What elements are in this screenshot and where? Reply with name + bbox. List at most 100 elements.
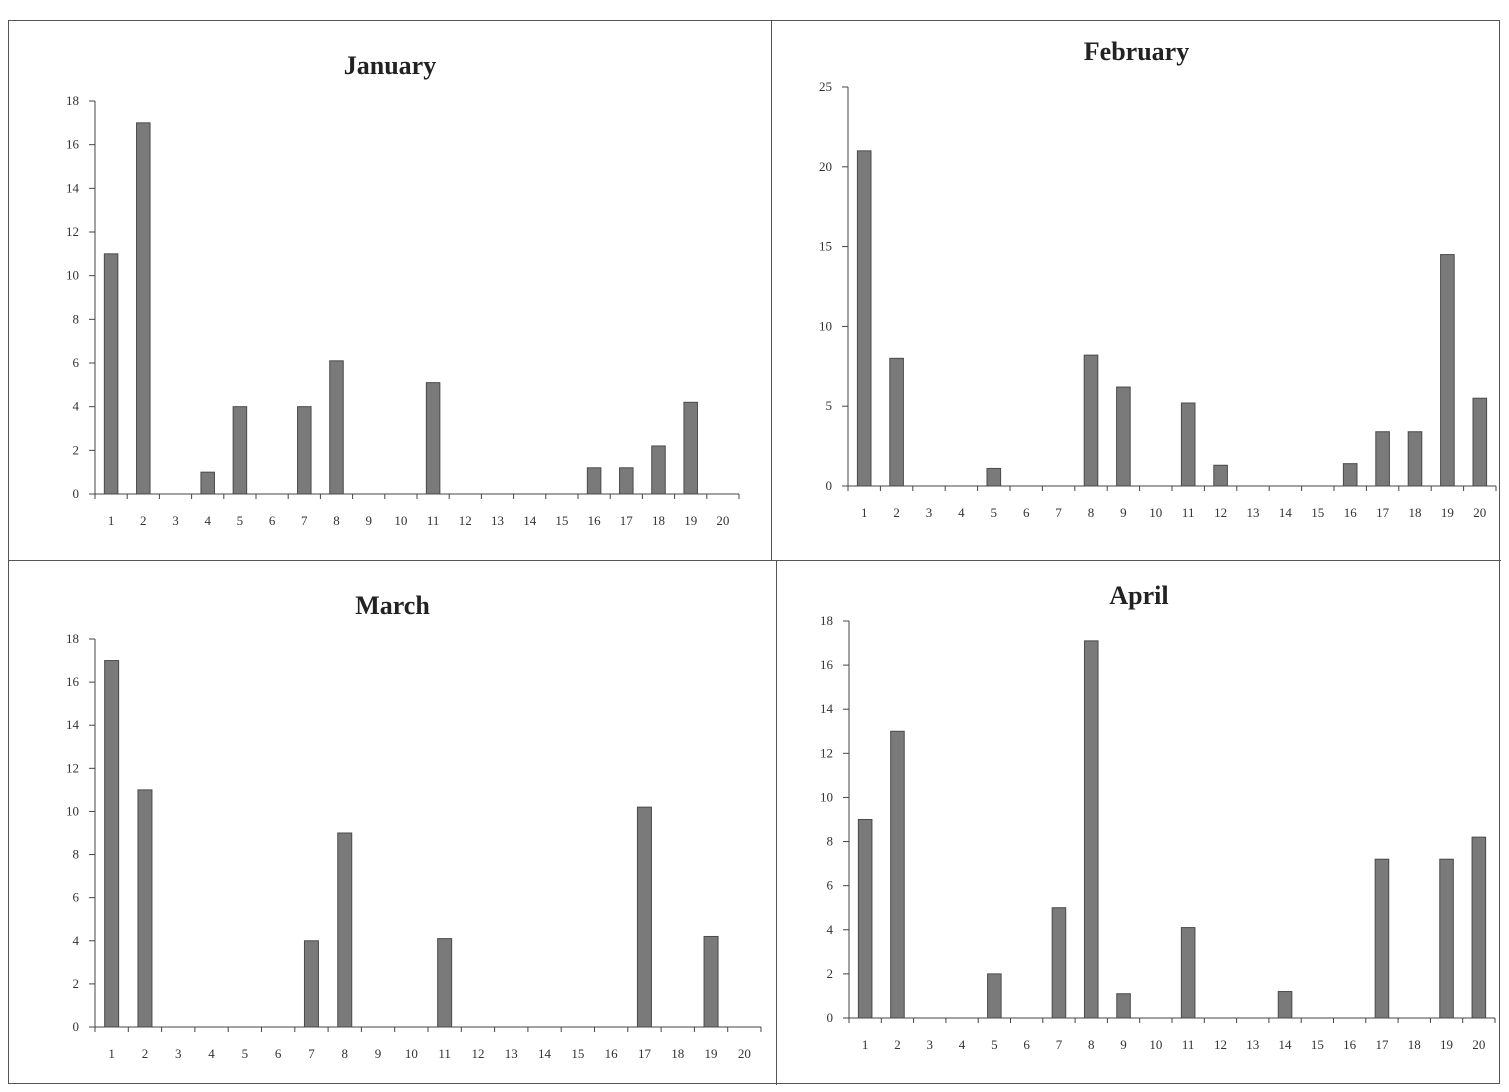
x-tick-label: 9 [1120,505,1127,520]
x-tick-label: 14 [523,513,537,528]
x-tick-label: 7 [301,513,308,528]
x-tick-label: 7 [1055,505,1062,520]
chart-panel-march: March 0 2 4 6 8 10 12 14 16 18 1 2 3 4 5 6 7 8 9 10 11 12 13 14… [9,561,777,1085]
x-tick-label: 13 [1247,505,1260,520]
x-tick-label: 8 [1088,505,1095,520]
bar [329,360,344,495]
x-tick-label: 12 [459,513,472,528]
x-tick-label: 17 [1375,1037,1389,1052]
x-tick-label: 4 [958,505,965,520]
x-tick-label: 15 [571,1046,584,1061]
bar [856,150,872,487]
x-tick-label: 2 [894,1037,901,1052]
y-tick-label: 2 [73,976,80,991]
bar [337,832,353,1028]
y-tick-label: 18 [66,631,79,646]
x-tick-label: 10 [394,513,407,528]
x-tick-label: 6 [269,513,276,528]
x-tick-label: 19 [1440,1037,1453,1052]
y-tick-label: 4 [73,933,80,948]
x-tick-label: 5 [242,1046,249,1061]
bar [636,806,652,1028]
chart-title: February [1083,37,1190,66]
bar [1180,402,1196,487]
y-tick-label: 12 [820,745,833,760]
y-tick-label: 0 [826,478,833,493]
chart-title: April [1109,581,1169,610]
x-tick-label: 4 [204,513,211,528]
bar [137,789,153,1028]
x-tick-label: 20 [738,1046,751,1061]
x-tick-label: 2 [893,505,900,520]
x-tick-label: 19 [684,513,697,528]
x-tick-label: 17 [638,1046,652,1061]
x-tick-label: 8 [333,513,340,528]
x-tick-label: 15 [1311,1037,1324,1052]
x-tick-label: 20 [1472,1037,1485,1052]
bar [1471,836,1487,1019]
y-tick-label: 0 [73,486,80,501]
y-tick-label: 8 [827,834,834,849]
y-tick-label: 0 [827,1010,834,1025]
y-tick-label: 4 [73,399,80,414]
x-tick-label: 15 [555,513,568,528]
x-tick-label: 11 [438,1046,451,1061]
x-tick-label: 10 [405,1046,418,1061]
x-tick-label: 8 [342,1046,349,1061]
x-tick-label: 2 [140,513,147,528]
bar [1116,993,1131,1019]
y-tick-label: 14 [820,701,834,716]
x-tick-label: 2 [142,1046,149,1061]
bar [1116,386,1131,487]
x-tick-label: 18 [1408,1037,1421,1052]
x-tick-label: 3 [175,1046,182,1061]
bar [1440,254,1455,487]
x-tick-label: 3 [927,1037,934,1052]
x-tick-label: 9 [1120,1037,1127,1052]
y-tick-label: 18 [820,613,833,628]
bar [104,660,120,1028]
bar [1472,397,1488,487]
bar [200,471,215,495]
y-tick-label: 12 [66,224,79,239]
y-tick-label: 4 [827,922,834,937]
bar [986,467,1002,487]
x-tick-label: 18 [652,513,665,528]
y-tick-label: 16 [66,137,80,152]
x-tick-label: 4 [208,1046,215,1061]
y-tick-label: 6 [73,890,80,905]
bar [1375,431,1390,487]
x-tick-label: 12 [471,1046,484,1061]
bar [651,445,666,495]
x-tick-label: 15 [1311,505,1324,520]
x-tick-label: 1 [108,513,115,528]
bar [303,940,319,1028]
x-tick-label: 9 [365,513,372,528]
x-tick-label: 17 [620,513,634,528]
x-tick-label: 10 [1149,505,1162,520]
x-tick-label: 13 [1246,1037,1259,1052]
x-tick-label: 7 [308,1046,315,1061]
x-tick-label: 18 [1409,505,1422,520]
x-tick-label: 5 [991,505,998,520]
y-tick-label: 8 [73,847,80,862]
x-tick-label: 11 [1182,1037,1195,1052]
x-tick-label: 6 [275,1046,282,1061]
y-tick-label: 10 [66,803,79,818]
x-tick-label: 16 [1344,505,1358,520]
bar [1277,991,1293,1019]
chart-title: January [343,51,437,80]
chart-panel-april: April 0 2 4 6 8 10 12 14 16 18 1 2 3 4 5 6 7 8 9 10 11 12 13 14… [777,561,1501,1085]
bar [136,122,151,495]
x-tick-label: 14 [1279,505,1293,520]
bar [1439,858,1454,1019]
x-tick-label: 6 [1023,505,1030,520]
x-tick-label: 12 [1214,1037,1227,1052]
bar [103,253,119,495]
x-tick-label: 13 [491,513,504,528]
y-tick-label: 2 [73,442,80,457]
bar [987,973,1002,1019]
